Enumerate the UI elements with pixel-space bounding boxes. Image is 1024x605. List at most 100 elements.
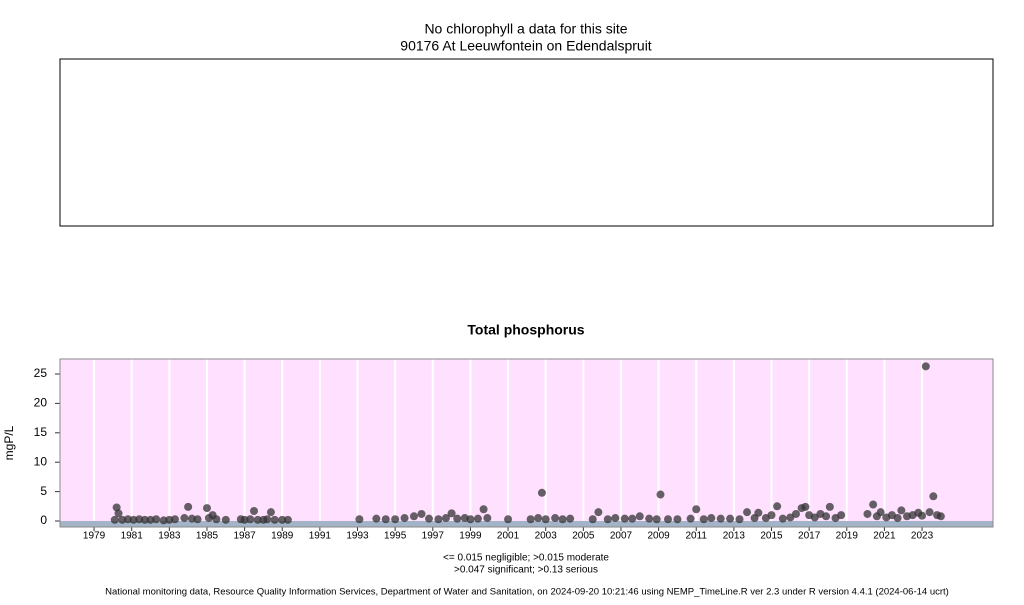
data-point bbox=[936, 512, 945, 521]
data-point bbox=[869, 500, 878, 509]
x-tick-label: 1997 bbox=[422, 531, 445, 542]
data-point bbox=[391, 515, 400, 524]
data-point bbox=[434, 515, 443, 524]
data-point bbox=[400, 514, 409, 523]
negligible-band bbox=[60, 521, 993, 527]
data-point bbox=[863, 509, 872, 518]
x-tick-label: 2015 bbox=[760, 531, 783, 542]
data-point bbox=[483, 514, 492, 523]
y-tick-label: 5 bbox=[40, 484, 47, 498]
y-tick-label: 15 bbox=[34, 425, 48, 439]
data-point bbox=[152, 515, 161, 524]
data-point bbox=[664, 515, 673, 524]
data-point bbox=[541, 515, 550, 524]
data-point bbox=[266, 508, 275, 517]
data-point bbox=[263, 515, 272, 524]
data-point bbox=[791, 509, 800, 518]
data-point bbox=[707, 514, 716, 523]
x-tick-label: 1999 bbox=[459, 531, 482, 542]
data-point bbox=[253, 515, 262, 524]
x-tick-label: 2003 bbox=[535, 531, 558, 542]
data-point bbox=[588, 515, 597, 524]
x-tick-label: 2005 bbox=[572, 531, 595, 542]
data-point bbox=[526, 515, 535, 524]
data-point bbox=[381, 515, 390, 524]
data-point bbox=[628, 514, 637, 523]
data-point bbox=[929, 492, 938, 501]
data-point bbox=[212, 515, 221, 524]
chart-title: Total phosphorus bbox=[467, 322, 584, 338]
data-point bbox=[801, 502, 810, 511]
y-tick-label: 10 bbox=[34, 454, 48, 468]
data-point bbox=[603, 515, 612, 524]
x-tick-label: 2019 bbox=[836, 531, 859, 542]
data-point bbox=[372, 514, 381, 523]
data-point bbox=[110, 515, 119, 524]
x-tick-label: 1981 bbox=[121, 531, 144, 542]
data-point bbox=[409, 512, 418, 521]
y-tick-label: 25 bbox=[34, 366, 48, 380]
x-tick-label: 2001 bbox=[497, 531, 520, 542]
data-point bbox=[921, 362, 930, 371]
x-tick-label: 1979 bbox=[83, 531, 106, 542]
data-point bbox=[270, 515, 279, 524]
data-point bbox=[716, 514, 725, 523]
data-point bbox=[246, 515, 255, 524]
data-point bbox=[822, 512, 831, 521]
data-point bbox=[767, 511, 776, 520]
data-point bbox=[558, 515, 567, 524]
y-tick-label: 20 bbox=[34, 396, 48, 410]
data-point bbox=[620, 514, 629, 523]
data-point bbox=[735, 515, 744, 524]
data-point bbox=[283, 515, 292, 524]
data-point bbox=[876, 508, 885, 517]
data-point bbox=[453, 514, 462, 523]
y-tick-label: 0 bbox=[40, 513, 47, 527]
empty-subtitle: 90176 At Leeuwfontein on Edendalspruit bbox=[400, 38, 652, 54]
data-point bbox=[537, 488, 546, 497]
data-point bbox=[656, 490, 665, 499]
x-tick-label: 2017 bbox=[798, 531, 821, 542]
footer: National monitoring data, Resource Quali… bbox=[105, 587, 949, 598]
data-point bbox=[726, 514, 735, 523]
data-point bbox=[417, 509, 426, 518]
data-point bbox=[466, 515, 475, 524]
data-point bbox=[918, 511, 927, 520]
data-point bbox=[447, 509, 456, 518]
x-tick-label: 1995 bbox=[384, 531, 407, 542]
empty-title: No chlorophyll a data for this site bbox=[424, 21, 627, 37]
data-point bbox=[184, 502, 193, 511]
data-point bbox=[202, 504, 211, 513]
threshold-note: <= 0.015 negligible; >0.015 moderate bbox=[443, 553, 609, 564]
data-point bbox=[479, 505, 488, 514]
data-point bbox=[893, 514, 902, 523]
plot-background bbox=[60, 359, 993, 527]
data-point bbox=[441, 514, 450, 523]
data-point bbox=[551, 514, 560, 523]
data-point bbox=[652, 515, 661, 524]
empty-panel bbox=[59, 58, 994, 227]
x-tick-label: 2009 bbox=[647, 531, 670, 542]
data-point bbox=[825, 502, 834, 511]
plot-frame bbox=[59, 358, 994, 528]
data-point bbox=[692, 505, 701, 514]
data-point bbox=[837, 511, 846, 520]
data-point bbox=[221, 515, 230, 524]
data-point bbox=[635, 512, 644, 521]
data-point bbox=[686, 514, 695, 523]
data-point bbox=[897, 506, 906, 515]
data-point bbox=[140, 515, 149, 524]
data-point bbox=[645, 514, 654, 523]
data-point bbox=[611, 514, 620, 523]
data-point bbox=[925, 508, 934, 517]
x-tick-label: 1983 bbox=[158, 531, 181, 542]
data-point bbox=[193, 515, 202, 524]
x-tick-label: 1989 bbox=[271, 531, 294, 542]
x-tick-label: 2007 bbox=[610, 531, 633, 542]
threshold-note: >0.047 significant; >0.13 serious bbox=[454, 565, 598, 576]
data-point bbox=[278, 515, 287, 524]
data-point bbox=[250, 507, 259, 516]
x-tick-label: 2021 bbox=[873, 531, 896, 542]
data-point bbox=[534, 514, 543, 523]
x-tick-label: 1987 bbox=[233, 531, 256, 542]
